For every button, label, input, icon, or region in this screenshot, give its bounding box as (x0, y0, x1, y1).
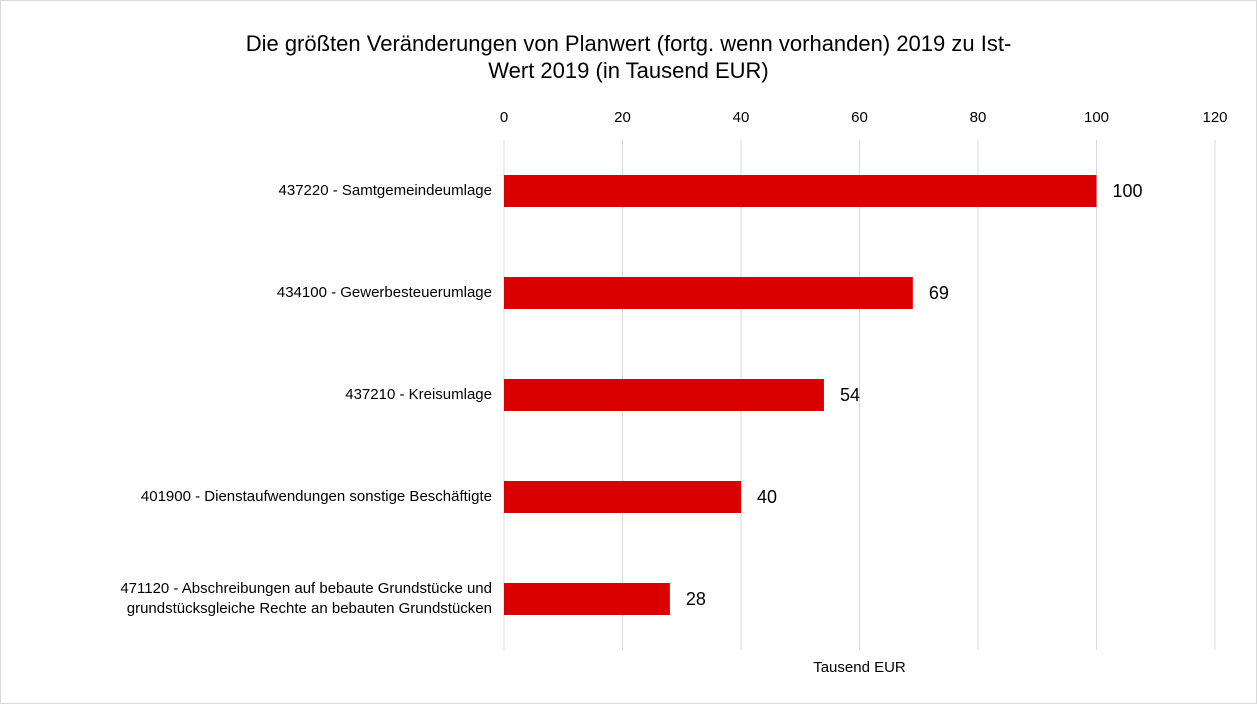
y-tick-label: 437220 - Samtgemeindeumlage (278, 182, 492, 199)
bar (504, 175, 1097, 207)
bar (504, 481, 741, 513)
x-tick-label: 80 (970, 109, 987, 126)
x-tick-label: 40 (733, 109, 750, 126)
y-tick-label: 471120 - Abschreibungen auf bebaute Grun… (120, 580, 492, 617)
bar (504, 277, 913, 309)
y-tick-label: 434100 - Gewerbesteuerumlage (276, 284, 492, 301)
data-label: 100 (1113, 181, 1143, 201)
x-tick-label: 120 (1202, 109, 1227, 126)
x-tick-label: 100 (1084, 109, 1109, 126)
x-tick-label: 0 (500, 109, 508, 126)
bar (504, 583, 670, 615)
data-label: 40 (757, 487, 777, 507)
x-tick-label: 60 (851, 109, 868, 126)
x-tick-label: 20 (614, 109, 631, 126)
y-tick-label: 437210 - Kreisumlage (345, 386, 492, 403)
data-label: 69 (929, 283, 949, 303)
y-tick-label: 401900 - Dienstaufwendungen sonstige Bes… (140, 488, 492, 505)
data-label: 28 (686, 589, 706, 609)
bar (504, 379, 824, 411)
chart-title: Die größten Veränderungen von Planwert (… (245, 31, 1012, 83)
data-label: 54 (840, 385, 860, 405)
x-axis-title: Tausend EUR (813, 659, 906, 676)
